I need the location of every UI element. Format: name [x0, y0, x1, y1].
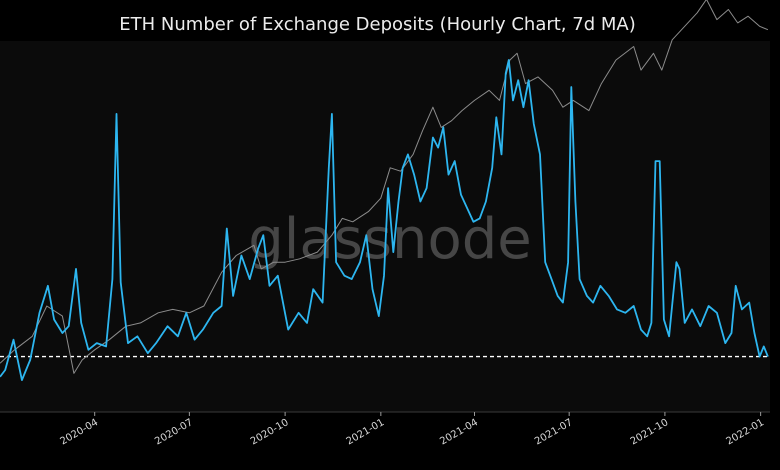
x-tick-label: 2022-01 — [724, 417, 766, 447]
axes: 2020-04 2020-07 2020-10 2021-01 2021-04 2021-… — [0, 411, 770, 447]
x-tick-label: 2020-10 — [249, 417, 291, 447]
x-tick-label: 2021-01 — [345, 417, 387, 447]
x-tick-label: 2021-04 — [438, 417, 480, 447]
x-tick-label: 2021-07 — [533, 417, 575, 447]
plot-area — [0, 41, 770, 412]
series-line-price — [0, 0, 769, 374]
x-tick-label: 2021-10 — [629, 417, 671, 447]
x-tick-label: 2020-04 — [58, 417, 100, 447]
series-group — [0, 0, 769, 382]
x-tick-label: 2020-07 — [153, 417, 195, 447]
chart-title: ETH Number of Exchange Deposits (Hourly … — [119, 14, 636, 35]
series-line-deposits — [0, 59, 769, 382]
